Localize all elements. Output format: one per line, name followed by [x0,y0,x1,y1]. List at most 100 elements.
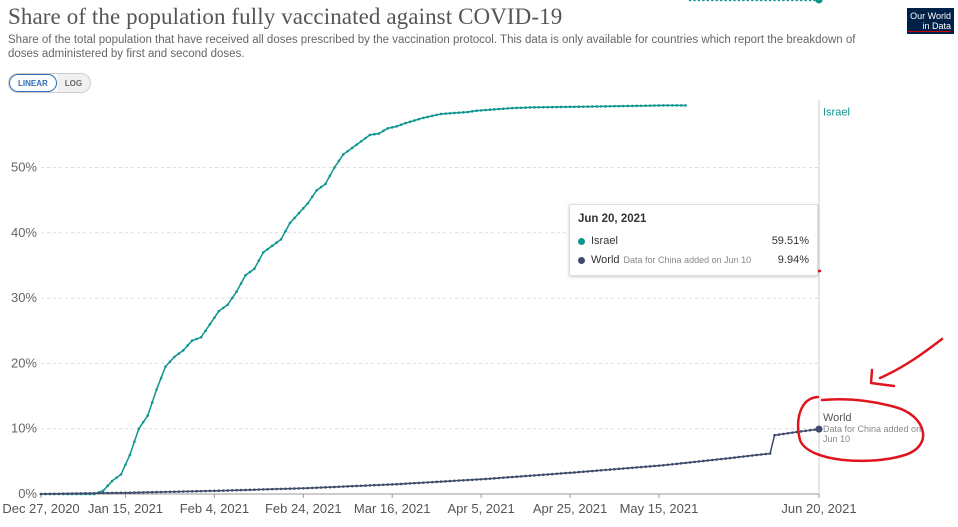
data-point-world [164,490,167,494]
x-tick-label: Jan 15, 2021 [88,501,163,516]
data-point-israel [497,107,501,111]
tooltip: Jun 20, 2021 Israel 59.51% World Data fo… [569,204,818,276]
data-point-israel [377,132,381,135]
y-tick-label: 40% [11,225,37,240]
data-point-world [791,431,794,434]
data-point-world [484,477,487,481]
data-point-world [719,457,723,461]
data-point-israel [382,129,385,133]
data-point-world [488,477,492,480]
data-point-world [453,479,456,483]
data-point-israel [742,0,745,2]
data-point-israel [626,104,630,108]
data-point-world [657,464,661,467]
data-point-world [555,472,559,476]
data-point-israel [608,104,612,108]
data-point-israel [275,241,278,244]
data-point-world [439,480,443,483]
data-point-world [293,487,296,490]
x-tick-label: Feb 4, 2021 [180,501,249,516]
data-point-israel [288,221,292,225]
data-point-israel [808,0,812,2]
data-point-world [559,472,563,475]
data-point-world [635,466,639,469]
data-point-world [773,433,776,437]
data-point-world [777,433,781,436]
data-point-israel [350,146,354,150]
data-point-israel [577,105,581,109]
data-point-world [119,491,123,495]
data-point-world [417,481,421,485]
data-point-world [573,471,576,474]
linear-scale-button[interactable]: LINEAR [9,74,57,92]
data-point-israel [666,104,670,107]
data-point-world [79,492,83,495]
data-point-world [768,452,772,455]
tooltip-israel-name: Israel [591,235,618,247]
data-point-world [382,483,385,487]
data-point-israel [462,111,465,114]
scale-toggle[interactable]: LINEAR LOG [8,73,92,93]
data-point-israel [599,105,603,108]
log-scale-button[interactable]: LOG [56,74,91,92]
data-point-israel [542,105,545,109]
data-point-world [395,482,398,486]
data-point-israel [190,339,194,342]
data-point-israel [559,105,563,109]
data-point-israel [719,0,723,2]
data-point-world [333,485,336,489]
data-point-israel [533,106,536,109]
data-point-israel [586,105,590,108]
data-point-world [101,491,105,495]
data-point-world [377,483,381,487]
data-point-world [808,428,812,432]
data-point-world [70,492,74,495]
data-point-israel [751,0,754,2]
data-point-israel [657,104,661,107]
data-point-world [435,480,438,484]
data-point-israel [408,120,412,124]
data-point-israel [257,259,261,262]
data-point-israel [746,0,750,2]
end-label-world-note-2: Jun 10 [823,434,850,444]
data-point-world [301,486,305,490]
data-point-world [422,481,425,484]
data-point-world [270,487,274,491]
data-point-israel [510,106,514,110]
data-point-world [315,486,318,490]
data-point-israel [386,127,390,130]
data-point-world [706,459,710,462]
data-point-world [266,487,270,491]
data-point-world [355,484,358,488]
data-point-world [66,492,69,495]
y-tick-label: 0% [18,486,37,501]
data-point-israel [284,229,287,233]
data-point-israel [119,473,123,476]
data-point-israel [422,116,425,120]
data-point-israel [795,0,799,2]
data-point-world [337,485,341,489]
data-point-israel [199,335,203,339]
data-point-world [181,490,185,493]
data-point-world [48,492,52,496]
data-point-world [155,490,158,494]
data-point-world [613,467,616,471]
data-point-world [733,456,736,459]
data-point-israel [484,108,487,112]
x-tick-label: Jun 20, 2021 [781,501,856,516]
data-point-israel [181,349,185,352]
tooltip-row-israel: Israel 59.51% [578,234,809,248]
owid-logo[interactable]: Our World in Data [907,8,954,34]
data-point-world [564,471,567,475]
data-point-israel [537,105,541,109]
data-point-israel [728,0,732,2]
data-point-world [195,489,198,493]
data-point-israel [528,106,532,109]
data-point-world [328,485,332,489]
data-point-israel [479,109,483,112]
data-point-world [53,492,56,496]
x-axis-ticks: Dec 27, 2020 Jan 15, 2021 Feb 4, 2021 Feb 2… [2,494,857,516]
data-point-world [759,453,763,456]
data-point-israel [475,109,478,112]
data-point-israel [195,337,198,341]
